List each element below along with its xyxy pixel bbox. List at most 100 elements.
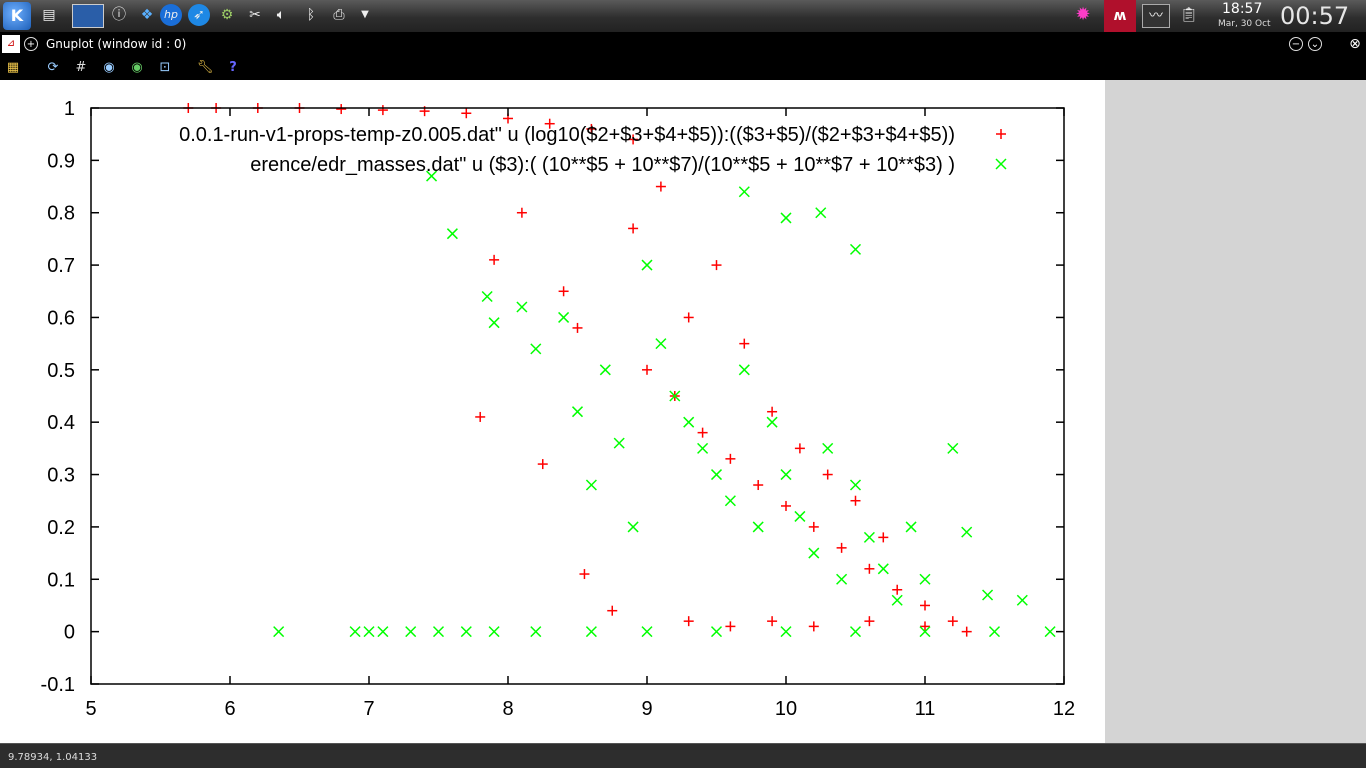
zoom-prev-icon[interactable]: ◉ <box>103 60 115 75</box>
scissors-icon[interactable]: ✂ <box>249 7 261 23</box>
data-point <box>738 364 750 376</box>
y-tick-label: 0.1 <box>47 569 75 591</box>
data-point <box>571 406 584 418</box>
data-point <box>947 616 958 627</box>
steam-icon[interactable]: ➶ <box>188 4 210 26</box>
clock-date: Mar, 30 Oct <box>1218 19 1271 29</box>
hp-icon[interactable]: hp <box>160 4 182 26</box>
data-point <box>836 573 848 585</box>
window-titlebar[interactable]: ⊿ + Gnuplot (window id : 0) − ⌄ ⊗ <box>0 32 1366 56</box>
grid-icon[interactable]: # <box>75 60 87 75</box>
autoscale-icon[interactable]: ⊡ <box>159 60 171 75</box>
show-desktop-icon[interactable]: ▤ <box>42 7 56 23</box>
gnuplot-app-icon[interactable]: ⊿ <box>2 35 20 53</box>
data-point <box>836 542 847 553</box>
network-icon[interactable]: ✹ <box>1075 4 1091 25</box>
y-tick-label: 1 <box>64 98 75 120</box>
data-point <box>488 626 500 638</box>
x-tick-label: 7 <box>363 698 374 720</box>
data-point <box>822 469 833 480</box>
clock-time[interactable]: 18:57 <box>1222 1 1263 17</box>
data-point <box>724 495 736 507</box>
y-tick-label: 0.3 <box>47 465 75 487</box>
copy-clipboard-icon[interactable]: ▦ <box>6 60 20 75</box>
clock-big[interactable]: 00:57 <box>1280 2 1350 30</box>
close-icon[interactable]: ⊗ <box>1349 36 1361 52</box>
data-point <box>641 626 653 638</box>
dropbox-icon[interactable]: ❖ <box>140 7 154 23</box>
add-icon[interactable]: + <box>24 37 38 51</box>
data-point <box>683 416 695 428</box>
data-point <box>752 521 764 533</box>
y-tick-label: 0.2 <box>47 517 75 539</box>
data-point <box>537 459 548 470</box>
data-point <box>432 626 445 638</box>
volume-icon[interactable]: 🔈︎ <box>276 7 286 23</box>
data-point <box>481 290 493 303</box>
x-tick-label: 12 <box>1053 698 1075 720</box>
data-point <box>815 207 827 219</box>
x-tick-label: 10 <box>775 698 797 720</box>
bluetooth-icon[interactable]: ᛒ <box>306 7 316 23</box>
data-point <box>892 584 903 595</box>
data-point <box>586 123 597 134</box>
data-point <box>961 626 972 637</box>
scatter-chart[interactable]: 5 6 7 8 9 10 11 12 -0.1 0 0.1 0.2 0.3 0.4 0.5 0.6 0.7 0.8… <box>0 80 1105 743</box>
data-point <box>516 207 527 218</box>
data-point <box>336 104 347 115</box>
data-point <box>905 521 917 533</box>
gear-icon[interactable]: ⚙ <box>220 7 234 23</box>
data-point <box>808 621 819 632</box>
clipboard-icon[interactable]: 📋︎ <box>1180 7 1198 23</box>
kde-panel: K ▤ ⓘ ❖ hp ➶ ⚙ ✂ 🔈︎ ᛒ ⎙ ▼ ✹ ʍ 〰 📋︎ 18:57… <box>0 0 1366 32</box>
data-point <box>878 532 889 543</box>
x-tick-label: 5 <box>85 698 96 720</box>
data-point <box>475 411 486 422</box>
data-point <box>822 442 834 454</box>
data-point <box>585 479 597 491</box>
plot-border <box>90 107 1065 685</box>
data-point <box>808 521 819 532</box>
replot-icon[interactable]: ⟳ <box>47 60 59 75</box>
monitor-icon[interactable]: 〰 <box>1142 4 1170 28</box>
minimize-icon[interactable]: − <box>1289 37 1303 51</box>
help-icon[interactable]: ? <box>229 60 237 75</box>
kde-menu-icon[interactable]: K <box>3 2 31 30</box>
data-point <box>920 621 930 632</box>
data-point <box>642 364 652 375</box>
mendeley-icon[interactable]: ʍ <box>1104 0 1136 32</box>
data-point <box>607 605 618 616</box>
plot-canvas[interactable]: 5 6 7 8 9 10 11 12 -0.1 0 0.1 0.2 0.3 0.4 0.5 0.6 0.7 0.8… <box>0 80 1105 743</box>
empty-pane <box>1105 80 1366 743</box>
data-point <box>697 442 709 454</box>
data-point <box>725 453 736 464</box>
zoom-next-icon[interactable]: ◉ <box>131 60 143 75</box>
data-point <box>781 500 791 511</box>
printer-icon[interactable]: ⎙ <box>333 7 345 23</box>
data-point <box>460 626 472 638</box>
data-point <box>273 626 285 638</box>
maximize-icon[interactable]: ⌄ <box>1308 37 1322 51</box>
window-switcher-icon[interactable] <box>72 4 104 28</box>
data-point <box>363 626 375 638</box>
cursor-coordinates: 9.78934, 1.04133 <box>8 752 98 763</box>
data-point <box>669 390 681 402</box>
data-point <box>753 480 764 491</box>
info-icon[interactable]: ⓘ <box>112 7 126 23</box>
data-point <box>461 108 472 119</box>
y-tick-label: 0.8 <box>47 203 75 225</box>
window-title: Gnuplot (window id : 0) <box>46 37 187 51</box>
y-tick-label: 0 <box>64 622 75 644</box>
data-point <box>405 626 417 638</box>
data-point <box>446 228 458 240</box>
arrow-down-icon[interactable]: ▼ <box>361 9 369 20</box>
data-point <box>794 510 806 522</box>
data-point <box>780 212 792 224</box>
series-1 <box>183 103 972 637</box>
data-point <box>516 301 528 313</box>
data-point <box>891 594 903 606</box>
data-point <box>558 311 570 323</box>
options-icon[interactable]: 🔧︎ <box>196 60 214 75</box>
data-point <box>767 406 778 417</box>
data-point <box>767 616 778 627</box>
